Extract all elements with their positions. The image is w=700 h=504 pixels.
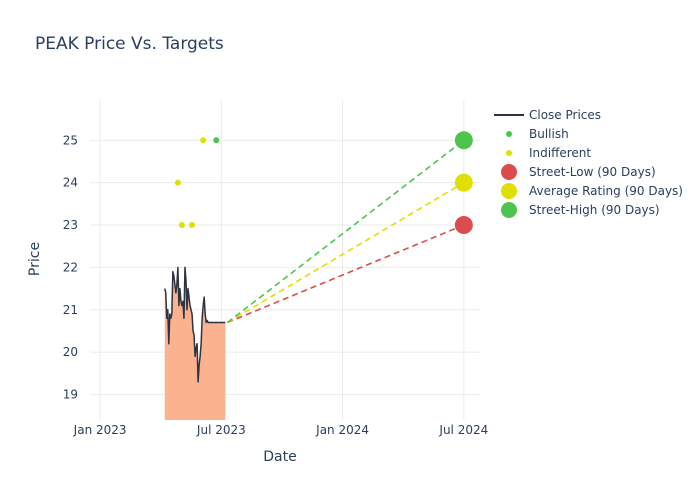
legend-average-rating-swatch (501, 183, 517, 199)
legend-bullish-label: Bullish (529, 127, 569, 141)
x-tick-label: Jan 2023 (73, 423, 127, 437)
legend-street-low-swatch (501, 164, 517, 180)
y-tick-label: 22 (63, 260, 78, 274)
y-tick-label: 25 (63, 133, 78, 147)
legend-bullish-swatch (506, 131, 512, 137)
x-axis-title: Date (263, 449, 296, 465)
chart-title: PEAK Price Vs. Targets (35, 34, 224, 54)
average-rating-projection (227, 181, 465, 324)
street-high-marker (454, 131, 473, 150)
bullish-point (213, 137, 220, 144)
projection-lines (226, 139, 465, 324)
indifferent-point (178, 222, 185, 229)
legend-indifferent-label: Indifferent (529, 146, 591, 160)
x-tick-label: Jan 2024 (315, 423, 369, 437)
close-price-line-layer (164, 266, 226, 383)
close-price-area (164, 267, 226, 420)
target-markers (454, 131, 473, 235)
y-tick-label: 19 (63, 388, 78, 402)
legend-street-high-label: Street-High (90 Days) (529, 203, 660, 217)
average-rating-marker (454, 173, 473, 192)
indifferent-point (200, 137, 207, 144)
close-price-line (164, 266, 226, 383)
indifferent-point (189, 222, 196, 229)
legend-close-prices-label: Close Prices (529, 108, 601, 122)
street-high-projection (226, 139, 465, 324)
legend-indifferent-swatch (506, 150, 512, 156)
x-tick-label: Jul 2024 (438, 423, 488, 437)
street-low-marker (454, 216, 473, 235)
y-tick-label: 24 (63, 176, 78, 190)
grid-lines (90, 100, 480, 420)
indifferent-point (174, 179, 181, 186)
x-axis-ticks: Jan 2023 Jul 2023 Jan 2024 Jul 2024 (73, 423, 489, 437)
close-price-fill-layer (164, 267, 226, 420)
legend-average-rating-label: Average Rating (90 Days) (529, 184, 683, 198)
y-axis-title: Price (27, 242, 43, 276)
legend-street-low-label: Street-Low (90 Days) (529, 165, 656, 179)
y-tick-label: 23 (63, 218, 78, 232)
legend: Close Prices Bullish Indifferent Street-Low… (494, 108, 683, 218)
y-tick-label: 21 (63, 303, 78, 317)
street-low-projection (227, 224, 465, 324)
rating-points (174, 137, 220, 229)
legend-street-high-swatch (501, 202, 517, 218)
y-tick-label: 20 (63, 345, 78, 359)
y-axis-ticks: 19 20 21 22 23 24 25 (63, 133, 78, 401)
x-tick-label: Jul 2023 (196, 423, 246, 437)
